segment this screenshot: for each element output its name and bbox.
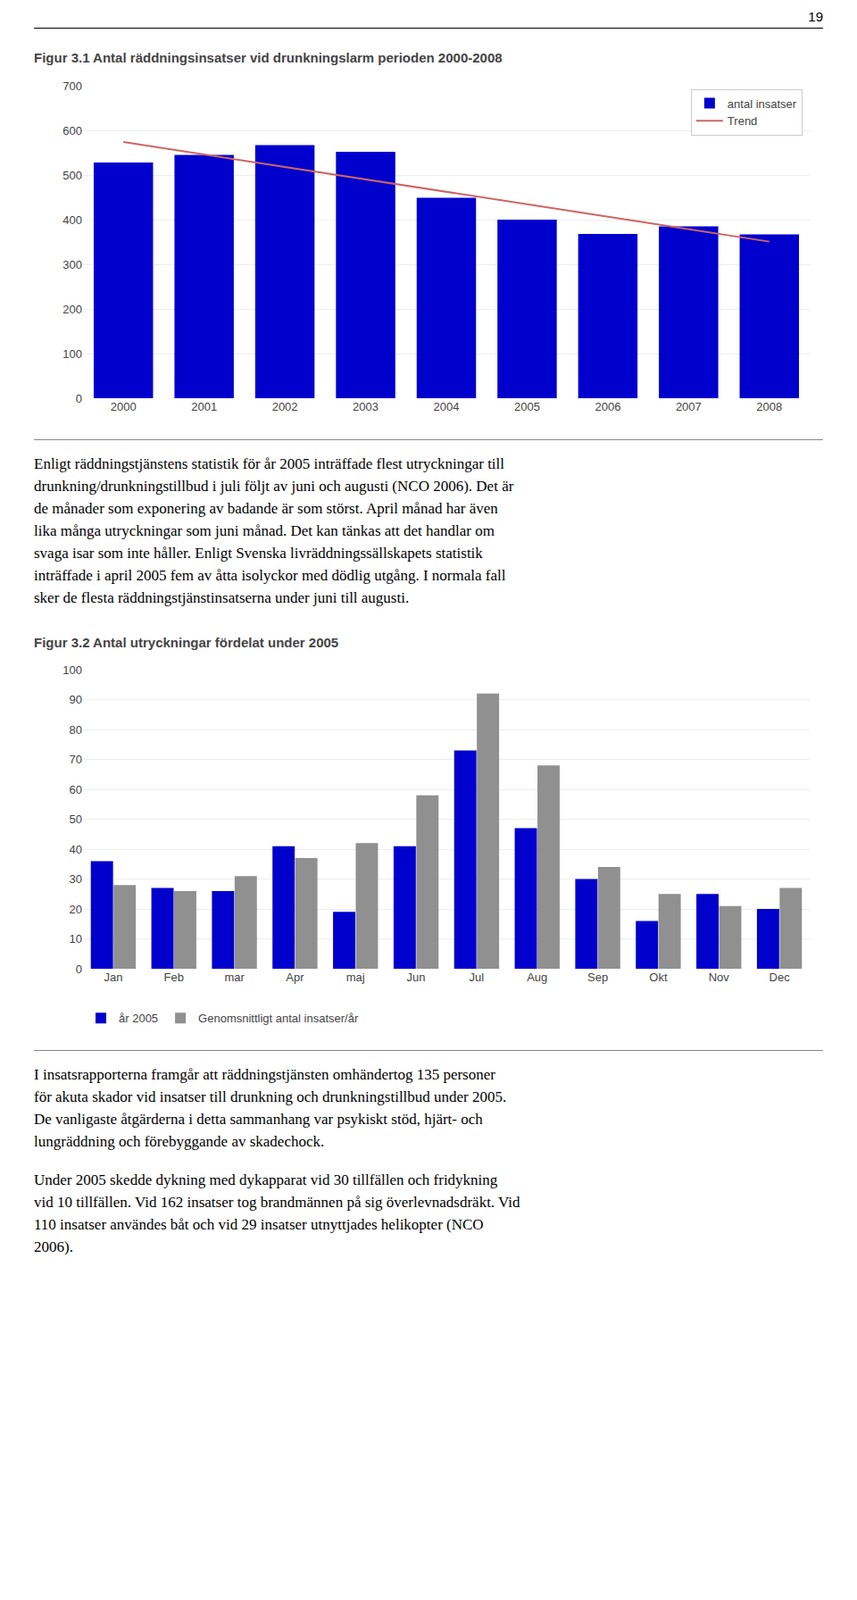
svg-text:maj: maj	[346, 970, 366, 984]
html-text:svaga isar som inte håller. En: svaga isar som inte håller. Enligt Svens…	[33, 544, 483, 562]
svg-text:Trend: Trend	[727, 114, 758, 128]
html-text:110 insatser användes båt och: 110 insatser användes båt och vid 29 ins…	[33, 1215, 484, 1233]
html-text:lungräddning och förebyggande: lungräddning och förebyggande av skadech…	[33, 1132, 325, 1150]
svg-text:100: 100	[62, 347, 83, 361]
svg-text:Feb: Feb	[164, 970, 184, 984]
html-text:Enligt räddningstjänstens stat: Enligt räddningstjänstens statistik för …	[33, 455, 505, 473]
html-text:Under 2005 skedde dykning med: Under 2005 skedde dykning med dykapparat…	[33, 1171, 498, 1189]
svg-text:2004: 2004	[433, 399, 460, 414]
html-text:2006).: 2006).	[33, 1238, 74, 1256]
html-text:sker de flesta räddningstjänst: sker de flesta räddningstjänstinsatserna…	[33, 589, 410, 607]
svg-text:Figur 3.2 Antal utryckningar f: Figur 3.2 Antal utryckningar fördelat un…	[33, 634, 339, 650]
svg-text:Figur 3.1 Antal räddningsinsat: Figur 3.1 Antal räddningsinsatser vid dr…	[33, 49, 503, 66]
svg-text:2006: 2006	[594, 399, 621, 414]
svg-text:80: 80	[69, 723, 83, 737]
html-text:för akuta skador vid insatser: för akuta skador vid insatser till drunk…	[33, 1088, 507, 1106]
svg-text:antal insatser: antal insatser	[727, 97, 798, 111]
svg-text:Sep: Sep	[587, 970, 608, 984]
svg-text:30: 30	[69, 872, 83, 886]
svg-text:100: 100	[62, 663, 83, 677]
svg-text:10: 10	[69, 931, 83, 946]
svg-text:Jun: Jun	[407, 970, 426, 984]
svg-text:0: 0	[75, 962, 83, 976]
svg-text:Jul: Jul	[469, 970, 485, 984]
svg-text:2001: 2001	[191, 399, 217, 414]
svg-text:300: 300	[62, 257, 83, 272]
svg-text:200: 200	[62, 302, 83, 317]
svg-text:Apr: Apr	[285, 970, 305, 984]
svg-text:400: 400	[62, 213, 83, 227]
html-text:lika många utryckningar som ju: lika många utryckningar som juni månad. …	[33, 522, 495, 540]
svg-text:Aug: Aug	[526, 970, 548, 984]
html-text:I insatsrapporterna framgår at: I insatsrapporterna framgår att räddning…	[33, 1065, 496, 1083]
svg-text:40: 40	[69, 842, 83, 857]
svg-text:60: 60	[69, 782, 83, 797]
html-text:de månader som exponering av b: de månader som exponering av badande är …	[33, 499, 498, 517]
svg-text:0: 0	[75, 391, 83, 406]
html-text:drunkning/drunkningstillbud i: drunkning/drunkningstillbud i juli följt…	[33, 477, 514, 495]
html-text:inträffade i april 2005 fem av: inträffade i april 2005 fem av åtta isol…	[33, 566, 506, 584]
svg-text:50: 50	[69, 812, 83, 826]
svg-text:år 2005: år 2005	[118, 1011, 159, 1025]
svg-text:2003: 2003	[352, 399, 379, 414]
svg-text:2008: 2008	[756, 399, 783, 414]
svg-text:600: 600	[62, 124, 83, 138]
svg-text:Jan: Jan	[103, 970, 123, 984]
svg-text:Dec: Dec	[769, 970, 791, 984]
svg-text:Genomsnittligt antal insatser/: Genomsnittligt antal insatser/år	[198, 1011, 359, 1025]
svg-text:Okt: Okt	[648, 970, 668, 984]
svg-text:2002: 2002	[272, 399, 299, 414]
svg-text:70: 70	[69, 752, 83, 766]
html-text:vid 10 tillfällen. Vid 162 ins: vid 10 tillfällen. Vid 162 insatser tog …	[33, 1193, 521, 1211]
svg-text:2007: 2007	[675, 399, 702, 414]
svg-text:20: 20	[69, 902, 83, 916]
svg-text:90: 90	[69, 692, 83, 707]
html-text:19: 19	[808, 8, 824, 25]
svg-text:Nov: Nov	[708, 970, 731, 984]
svg-text:700: 700	[62, 79, 83, 93]
svg-text:500: 500	[62, 168, 83, 183]
svg-text:2000: 2000	[110, 399, 137, 414]
html-text:De vanligaste åtgärderna i det: De vanligaste åtgärderna i detta sammanh…	[33, 1110, 483, 1128]
svg-text:mar: mar	[224, 970, 245, 984]
svg-text:2005: 2005	[514, 399, 541, 414]
